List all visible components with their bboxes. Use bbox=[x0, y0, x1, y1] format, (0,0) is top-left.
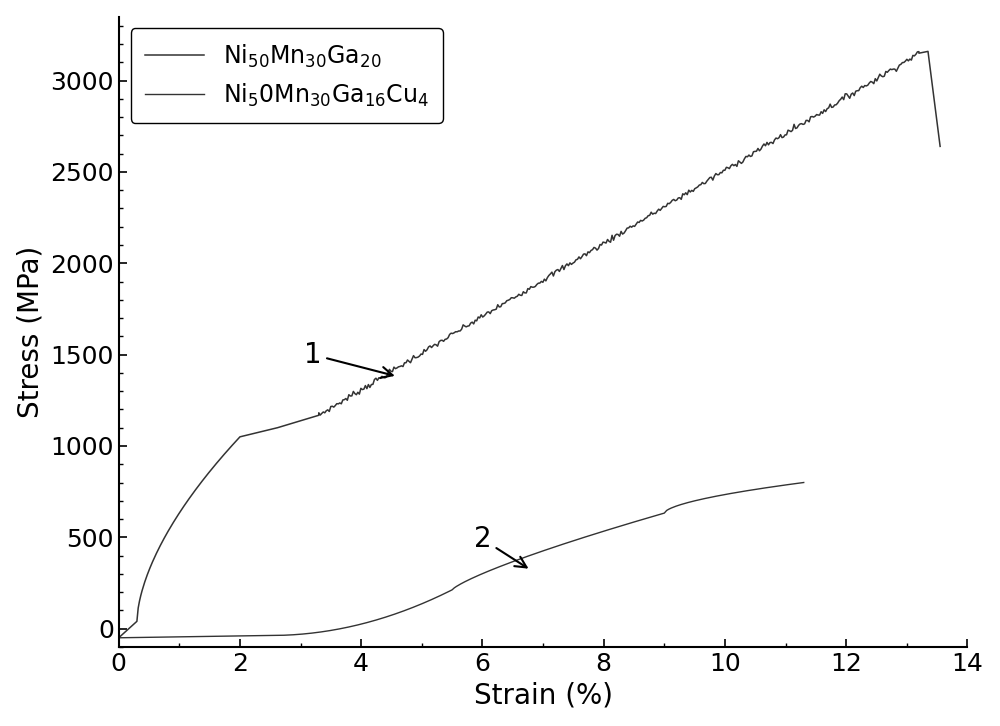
X-axis label: Strain (%): Strain (%) bbox=[474, 681, 613, 709]
Ni$_{50}$Mn$_{30}$Ga$_{20}$ bbox=[934, 142, 946, 151]
Ni$_5$0Mn$_{30}$Ga$_{16}$Cu$_4$ bbox=[113, 633, 125, 642]
Ni$_{50}$Mn$_{30}$Ga$_{20}$ bbox=[362, 380, 374, 389]
Text: 2: 2 bbox=[474, 525, 527, 568]
Ni$_{50}$Mn$_{30}$Ga$_{20}$ bbox=[644, 211, 656, 220]
Ni$_5$0Mn$_{30}$Ga$_{16}$Cu$_4$ bbox=[528, 550, 540, 558]
Ni$_5$0Mn$_{30}$Ga$_{16}$Cu$_4$ bbox=[525, 550, 537, 559]
Ni$_{50}$Mn$_{30}$Ga$_{20}$ bbox=[227, 439, 239, 448]
Ni$_{50}$Mn$_{30}$Ga$_{20}$ bbox=[747, 147, 759, 156]
Text: 1: 1 bbox=[304, 340, 393, 378]
Line: Ni$_{50}$Mn$_{30}$Ga$_{20}$: Ni$_{50}$Mn$_{30}$Ga$_{20}$ bbox=[119, 52, 940, 637]
Y-axis label: Stress (MPa): Stress (MPa) bbox=[17, 245, 45, 418]
Ni$_{50}$Mn$_{30}$Ga$_{20}$ bbox=[113, 633, 125, 642]
Ni$_5$0Mn$_{30}$Ga$_{16}$Cu$_4$ bbox=[115, 633, 127, 642]
Ni$_{50}$Mn$_{30}$Ga$_{20}$ bbox=[922, 47, 934, 56]
Ni$_5$0Mn$_{30}$Ga$_{16}$Cu$_4$ bbox=[732, 488, 744, 497]
Ni$_{50}$Mn$_{30}$Ga$_{20}$ bbox=[621, 224, 633, 232]
Ni$_5$0Mn$_{30}$Ga$_{16}$Cu$_4$ bbox=[687, 497, 699, 506]
Ni$_5$0Mn$_{30}$Ga$_{16}$Cu$_4$ bbox=[798, 478, 810, 487]
Line: Ni$_5$0Mn$_{30}$Ga$_{16}$Cu$_4$: Ni$_5$0Mn$_{30}$Ga$_{16}$Cu$_4$ bbox=[119, 483, 804, 637]
Ni$_5$0Mn$_{30}$Ga$_{16}$Cu$_4$ bbox=[538, 546, 550, 555]
Ni$_{50}$Mn$_{30}$Ga$_{20}$ bbox=[195, 478, 207, 487]
Legend: Ni$_{50}$Mn$_{30}$Ga$_{20}$, Ni$_5$0Mn$_{30}$Ga$_{16}$Cu$_4$: Ni$_{50}$Mn$_{30}$Ga$_{20}$, Ni$_5$0Mn$_… bbox=[131, 28, 443, 123]
